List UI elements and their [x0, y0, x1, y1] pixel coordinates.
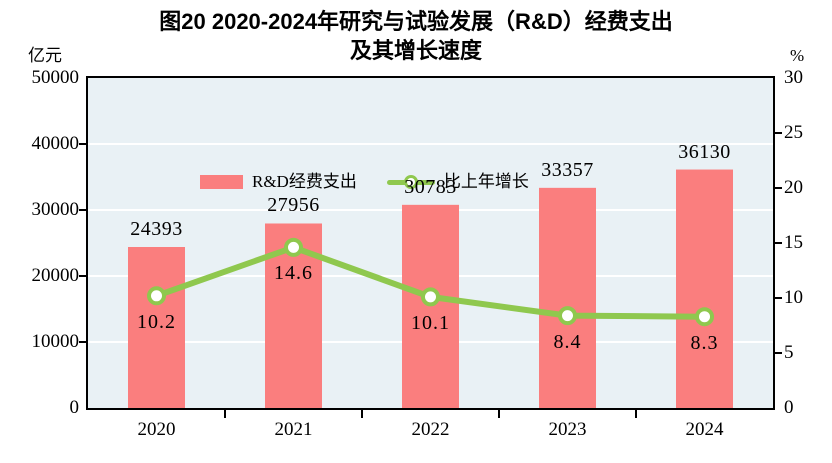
right-axis-tick-label: 30	[784, 67, 803, 88]
bar	[128, 247, 185, 408]
bar-value-label: 24393	[130, 218, 183, 240]
data-point-marker	[284, 237, 303, 257]
data-point-marker	[558, 306, 577, 326]
bar-value-label: 30783	[404, 175, 457, 198]
x-axis-label: 2024	[685, 419, 724, 440]
right-axis-tick	[775, 297, 782, 299]
legend: R&D经费支出 比上年增长	[200, 171, 529, 193]
right-axis-tick	[775, 352, 782, 354]
left-axis-tick-label: 40000	[31, 133, 80, 154]
x-axis-label: 2020	[137, 419, 176, 440]
growth-value-label: 10.2	[137, 310, 176, 333]
right-axis-tick	[775, 132, 782, 134]
legend-line-marker-icon	[403, 175, 418, 189]
data-point-marker	[421, 287, 440, 307]
left-axis-unit: 亿元	[28, 46, 62, 65]
right-axis-tick-label: 5	[784, 342, 794, 363]
left-axis-tick	[79, 341, 86, 343]
legend-bar-swatch-icon	[200, 175, 243, 189]
left-axis-tick-label: 0	[69, 397, 80, 418]
bar-value-label: 27956	[267, 194, 320, 217]
x-axis-tick	[498, 410, 500, 418]
right-axis-tick-label: 0	[784, 397, 794, 418]
left-axis-tick-label: 10000	[31, 331, 80, 352]
legend-line-sample-icon	[386, 175, 435, 189]
left-axis-tick-label: 30000	[31, 199, 80, 220]
bar	[402, 204, 459, 408]
right-axis-tick-label: 25	[784, 122, 803, 143]
plot-area: R&D经费支出 比上年增长	[86, 76, 775, 410]
data-point-marker	[695, 307, 714, 327]
legend-bar-label: R&D经费支出	[252, 172, 357, 191]
legend-line-label: 比上年增长	[443, 172, 529, 191]
left-axis-tick	[79, 143, 86, 145]
right-axis-tick-label: 20	[784, 177, 803, 198]
x-axis-tick	[224, 410, 226, 418]
chart-title-line1: 图20 2020-2024年研究与试验发展（R&D）经费支出	[159, 9, 673, 34]
left-axis-tick	[79, 209, 86, 211]
growth-value-label: 10.1	[411, 311, 450, 334]
growth-value-label: 8.4	[553, 330, 582, 353]
left-axis-tick-label: 20000	[31, 265, 80, 286]
chart-canvas	[88, 143, 773, 408]
right-axis-unit: %	[790, 46, 805, 65]
bar-value-label: 36130	[678, 140, 731, 163]
x-axis-label: 2022	[411, 419, 450, 440]
growth-value-label: 8.3	[690, 331, 719, 354]
chart-title-line2: 及其增长速度	[349, 38, 482, 63]
bar	[676, 169, 733, 408]
right-axis-tick-label: 15	[784, 232, 803, 253]
chart-title: 图20 2020-2024年研究与试验发展（R&D）经费支出 及其增长速度	[0, 7, 832, 65]
right-axis-tick	[775, 242, 782, 244]
x-axis-tick	[361, 410, 363, 418]
left-axis-tick	[79, 275, 86, 277]
right-axis-tick	[775, 187, 782, 189]
x-axis-label: 2021	[274, 419, 313, 440]
bar	[539, 187, 596, 408]
x-axis-label: 2023	[548, 419, 587, 440]
data-point-marker	[147, 286, 166, 306]
growth-value-label: 14.6	[274, 262, 313, 285]
x-axis-tick	[635, 410, 637, 418]
right-axis-tick-label: 10	[784, 287, 803, 308]
left-axis-tick-label: 50000	[31, 67, 80, 88]
bar-value-label: 33357	[541, 158, 594, 181]
